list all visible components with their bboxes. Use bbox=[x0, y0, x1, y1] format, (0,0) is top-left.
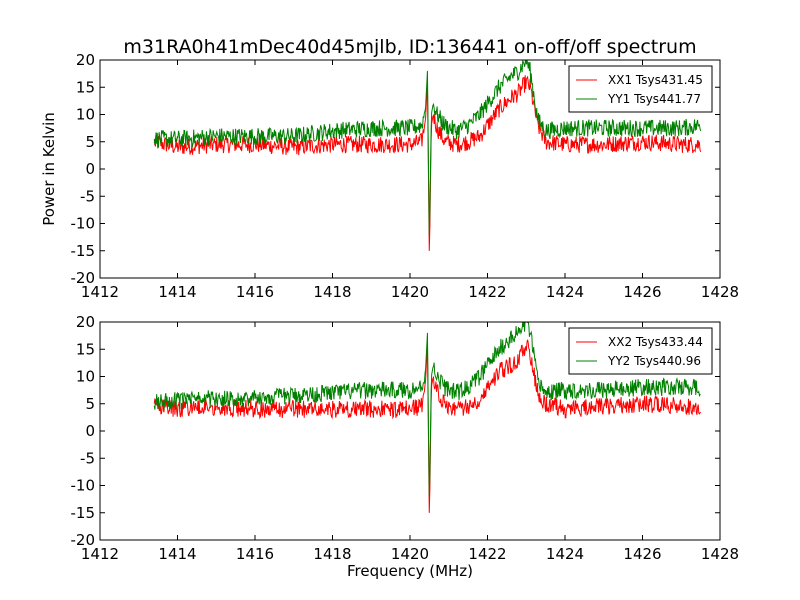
legend-box bbox=[568, 327, 713, 375]
y-tick-label: -20 bbox=[71, 269, 96, 287]
x-tick-label: 1414 bbox=[158, 283, 196, 301]
x-tick-label: 1426 bbox=[623, 545, 661, 563]
x-tick-label: 1416 bbox=[236, 283, 274, 301]
x-tick-label: 1428 bbox=[701, 545, 739, 563]
x-tick-label: 1428 bbox=[701, 283, 739, 301]
y-tick-label: 0 bbox=[85, 422, 95, 440]
series-line-1-1 bbox=[153, 322, 701, 497]
legend-entry: YY2 Tsys440.96 bbox=[607, 354, 701, 368]
legend-entry: YY1 Tsys441.77 bbox=[607, 92, 701, 106]
figure-title: m31RA0h41mDec40d45mjlb, ID:136441 on-off… bbox=[123, 36, 696, 58]
y-tick-label: 10 bbox=[76, 368, 95, 386]
x-tick-label: 1426 bbox=[623, 283, 661, 301]
y-tick-label: -20 bbox=[71, 531, 96, 549]
x-tick-label: 1418 bbox=[313, 545, 351, 563]
y-axis-label: Power in Kelvin bbox=[40, 112, 58, 226]
legend-entry: XX2 Tsys433.44 bbox=[608, 335, 703, 349]
y-tick-label: -5 bbox=[80, 449, 95, 467]
y-tick-label: -15 bbox=[71, 504, 96, 522]
x-tick-label: 1412 bbox=[81, 545, 119, 563]
x-tick-label: 1422 bbox=[468, 283, 506, 301]
y-tick-label: 15 bbox=[76, 340, 95, 358]
x-tick-label: 1424 bbox=[546, 545, 584, 563]
x-tick-label: 1416 bbox=[236, 545, 274, 563]
x-tick-label: 1424 bbox=[546, 283, 584, 301]
x-tick-label: 1420 bbox=[391, 283, 429, 301]
x-tick-label: 1418 bbox=[313, 283, 351, 301]
y-tick-label: 20 bbox=[76, 313, 95, 331]
x-tick-label: 1412 bbox=[81, 283, 119, 301]
y-tick-label: 5 bbox=[85, 395, 95, 413]
y-tick-label: -5 bbox=[80, 187, 95, 205]
legend: XX1 Tsys431.45 YY1 Tsys441.77 bbox=[568, 65, 713, 113]
y-tick-label: 10 bbox=[76, 106, 95, 124]
x-axis-label: Frequency (MHz) bbox=[347, 562, 473, 580]
legend: XX2 Tsys433.44 YY2 Tsys440.96 bbox=[568, 327, 713, 375]
x-tick-label: 1414 bbox=[158, 545, 196, 563]
y-tick-label: 20 bbox=[76, 51, 95, 69]
y-tick-label: -10 bbox=[71, 215, 96, 233]
x-tick-label: 1420 bbox=[391, 545, 429, 563]
x-tick-label: 1422 bbox=[468, 545, 506, 563]
y-tick-label: 15 bbox=[76, 78, 95, 96]
top-panel: 1412 1414 1416 1418 1420 1422 1424 1426 1428 -20 -… bbox=[40, 51, 739, 301]
y-tick-label: -15 bbox=[71, 242, 96, 260]
y-tick-label: 0 bbox=[85, 160, 95, 178]
series-line-0-1 bbox=[153, 60, 702, 235]
legend-box bbox=[568, 65, 713, 113]
bottom-panel: 1412 1414 1416 1418 1420 1422 1424 1426 1428 -20 -… bbox=[71, 313, 740, 580]
y-tick-label: -10 bbox=[71, 477, 96, 495]
legend-entry: XX1 Tsys431.45 bbox=[608, 73, 703, 87]
y-tick-label: 5 bbox=[85, 133, 95, 151]
